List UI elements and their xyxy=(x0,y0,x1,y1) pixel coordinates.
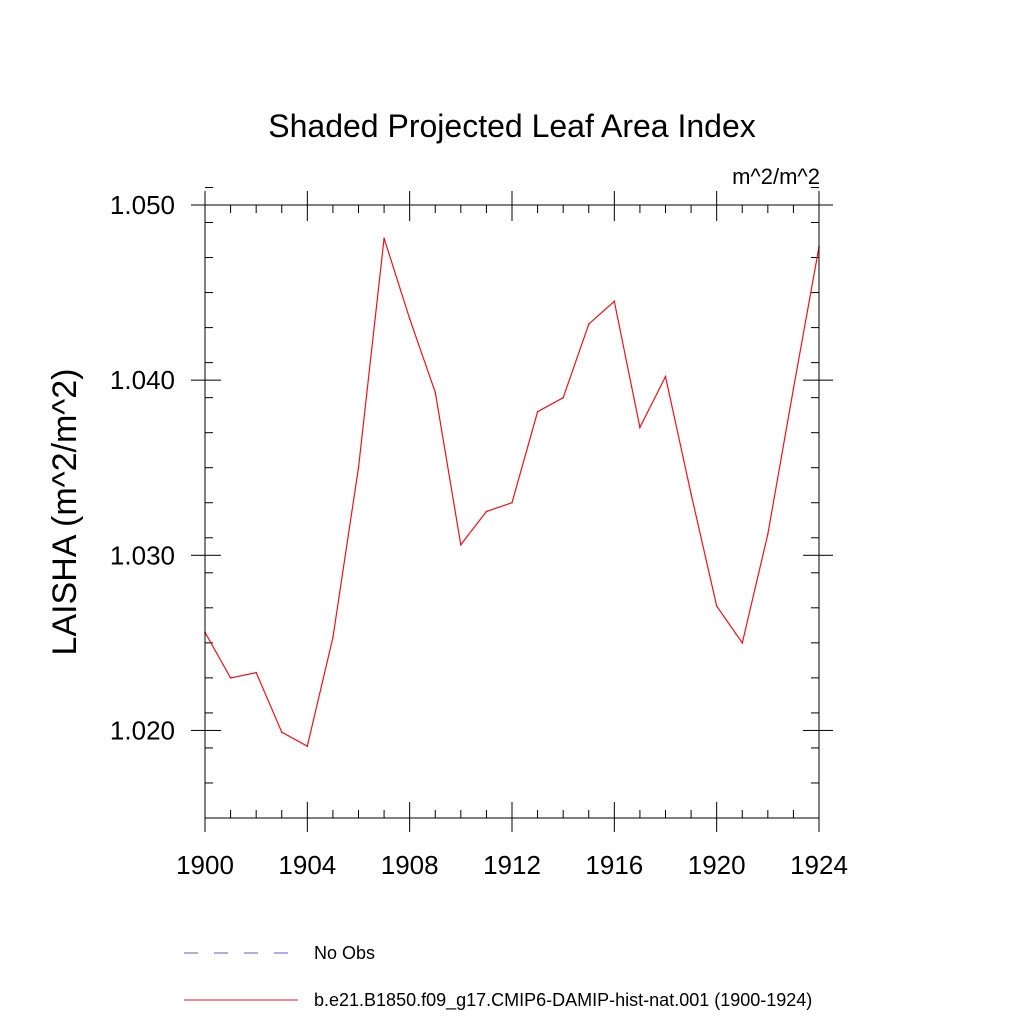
y-tick-label: 1.030 xyxy=(110,540,175,570)
data-point xyxy=(562,396,564,399)
legend-label-model-run: b.e21.B1850.f09_g17.CMIP6-DAMIP-hist-nat… xyxy=(314,990,812,1011)
data-point xyxy=(229,677,232,679)
data-point xyxy=(639,426,641,429)
data-point xyxy=(767,533,769,536)
data-point xyxy=(613,300,616,303)
x-tick-label: 1908 xyxy=(381,850,439,880)
y-tick-label: 1.020 xyxy=(110,715,175,745)
x-tick-label: 1904 xyxy=(278,850,336,880)
series-layer xyxy=(204,237,820,748)
y-axis-label: LAISHA (m^2/m^2) xyxy=(46,369,84,656)
data-point xyxy=(536,410,539,413)
data-point xyxy=(485,510,488,513)
data-point xyxy=(587,323,590,325)
data-point xyxy=(332,636,334,639)
data-point xyxy=(741,642,744,644)
data-point xyxy=(792,388,795,390)
data-point xyxy=(357,466,360,469)
data-point xyxy=(690,493,692,495)
axis-tick-labels: 1900 1904 1908 1912 1916 1920 1924 1.020 1.030 1.… xyxy=(110,190,848,880)
x-tick-label: 1912 xyxy=(483,850,541,880)
data-point xyxy=(511,501,513,504)
x-tick-label: 1916 xyxy=(585,850,643,880)
units-label: m^2/m^2 xyxy=(732,164,820,189)
chart-title: Shaded Projected Leaf Area Index xyxy=(268,108,755,144)
y-tick-label: 1.040 xyxy=(110,365,175,395)
data-point xyxy=(460,543,462,546)
series-line-1 xyxy=(204,238,820,748)
x-tick-label: 1920 xyxy=(688,850,746,880)
data-point xyxy=(434,391,437,394)
x-tick-label: 1924 xyxy=(790,850,848,880)
data-point xyxy=(383,237,385,240)
data-point xyxy=(280,731,283,733)
legend-label-no-obs: No Obs xyxy=(314,943,375,963)
plot-frame xyxy=(204,204,820,819)
data-point xyxy=(306,745,309,747)
data-point xyxy=(255,671,257,674)
data-point xyxy=(408,318,411,320)
data-point xyxy=(664,375,667,378)
data-point xyxy=(715,605,718,607)
legend: No Obs b.e21.B1850.f09_g17.CMIP6-DAMIP-h… xyxy=(184,943,812,1011)
y-tick-label: 1.050 xyxy=(110,190,175,220)
x-tick-label: 1900 xyxy=(176,850,234,880)
